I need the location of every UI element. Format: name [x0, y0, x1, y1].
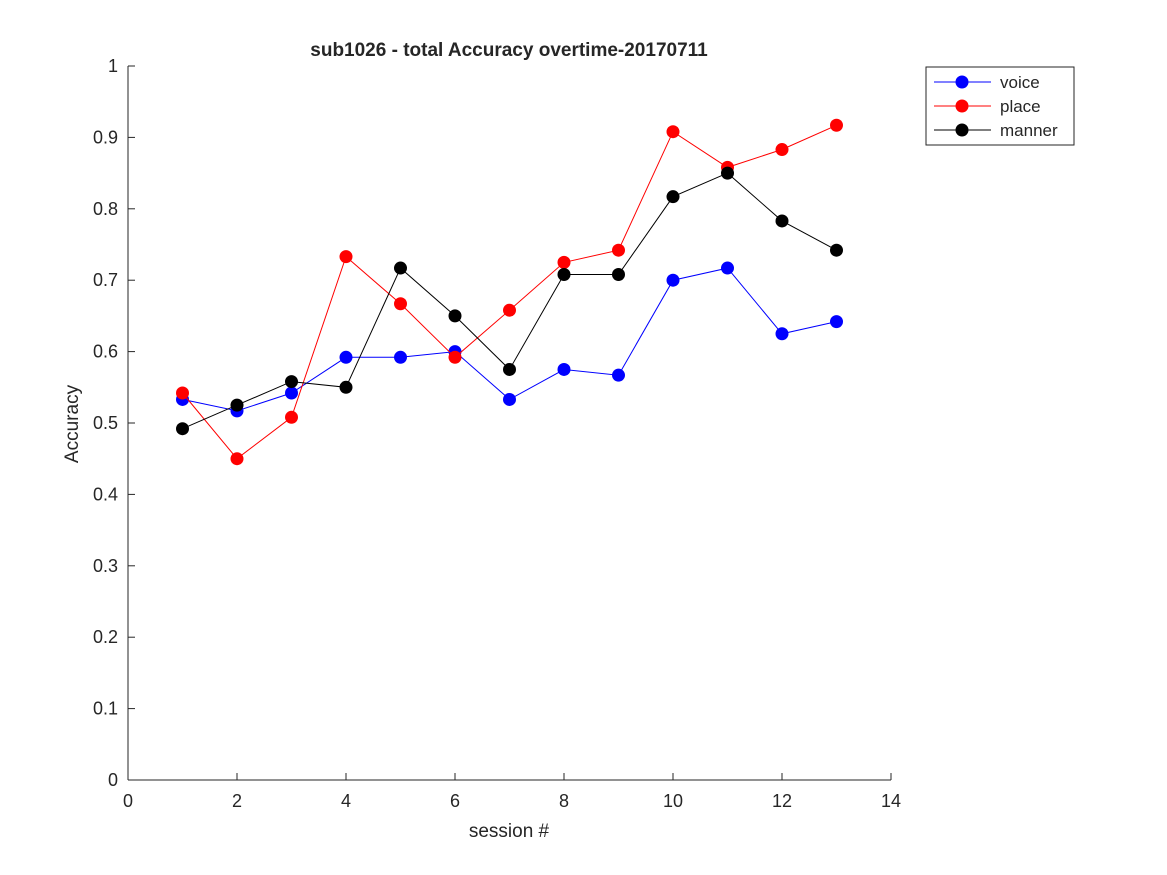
series-layer	[176, 118, 843, 466]
data-point-manner	[448, 309, 462, 323]
data-point-manner	[775, 214, 789, 228]
legend-marker-manner	[955, 123, 969, 137]
x-tick-label: 14	[881, 791, 901, 811]
data-point-manner	[339, 380, 353, 394]
data-point-manner	[557, 267, 571, 281]
series-voice	[176, 261, 843, 418]
y-tick-label: 1	[108, 56, 118, 76]
chart-title: sub1026 - total Accuracy overtime-201707…	[310, 40, 708, 61]
data-point-voice	[285, 386, 298, 400]
data-point-manner	[612, 267, 625, 281]
x-tick-label: 4	[341, 791, 351, 811]
legend-marker-voice	[955, 75, 969, 89]
data-point-voice	[503, 392, 516, 406]
data-point-place	[339, 250, 353, 264]
data-point-manner	[721, 166, 734, 180]
series-line-manner	[182, 172, 837, 430]
data-point-voice	[830, 315, 843, 329]
data-point-voice	[557, 362, 571, 376]
data-point-manner	[230, 398, 244, 412]
data-point-manner	[394, 261, 407, 275]
data-point-manner	[285, 375, 298, 389]
legend: voice place manner	[925, 66, 1075, 146]
data-point-voice	[775, 327, 789, 341]
data-point-place	[612, 243, 625, 257]
data-point-place	[666, 125, 680, 139]
series-line-voice	[182, 267, 837, 412]
x-axis-label: session #	[469, 821, 550, 842]
legend-label-manner: manner	[1000, 121, 1058, 140]
series-line-place	[182, 124, 837, 460]
y-tick-label: 0.4	[93, 484, 118, 504]
series-manner	[176, 166, 843, 436]
data-point-voice	[666, 273, 680, 287]
data-point-place	[503, 303, 516, 317]
legend-marker-place	[955, 99, 969, 113]
data-point-voice	[394, 350, 407, 364]
y-axis-label: Accuracy	[62, 384, 83, 463]
data-point-place	[775, 143, 789, 157]
y-tick-label: 0.9	[93, 127, 118, 147]
y-tick-label: 0.5	[93, 413, 118, 433]
y-tick-label: 0.1	[93, 699, 118, 719]
x-tick-label: 10	[663, 791, 683, 811]
legend-label-place: place	[1000, 97, 1041, 116]
legend-label-voice: voice	[1000, 73, 1040, 92]
y-tick-label: 0.8	[93, 199, 118, 219]
data-point-place	[448, 350, 462, 364]
data-point-manner	[830, 243, 843, 257]
data-point-place	[176, 386, 189, 400]
data-point-place	[830, 118, 843, 132]
axes: 0 2 4 6 8 10 12 14 0 0.1 0.2 0.3 0.4 0.5 0.6 0.7 0.8 0.9 1	[93, 56, 901, 811]
y-tick-label: 0.2	[93, 627, 118, 647]
x-tick-label: 2	[232, 791, 242, 811]
y-tick-label: 0	[108, 770, 118, 790]
x-tick-label: 12	[772, 791, 792, 811]
data-point-manner	[503, 362, 516, 376]
x-tick-label: 8	[559, 791, 569, 811]
data-point-voice	[612, 368, 625, 382]
x-tick-label: 6	[450, 791, 460, 811]
y-tick-label: 0.7	[93, 270, 118, 290]
data-point-place	[285, 410, 298, 424]
y-tick-label: 0.3	[93, 556, 118, 576]
data-point-place	[557, 255, 571, 269]
data-point-voice	[721, 261, 734, 275]
y-tick-label: 0.6	[93, 342, 118, 362]
data-point-place	[230, 452, 244, 466]
x-tick-label: 0	[123, 791, 133, 811]
series-place	[176, 118, 843, 466]
data-point-place	[394, 297, 407, 311]
data-point-manner	[666, 190, 680, 204]
data-point-manner	[176, 422, 189, 436]
data-point-voice	[339, 350, 353, 364]
